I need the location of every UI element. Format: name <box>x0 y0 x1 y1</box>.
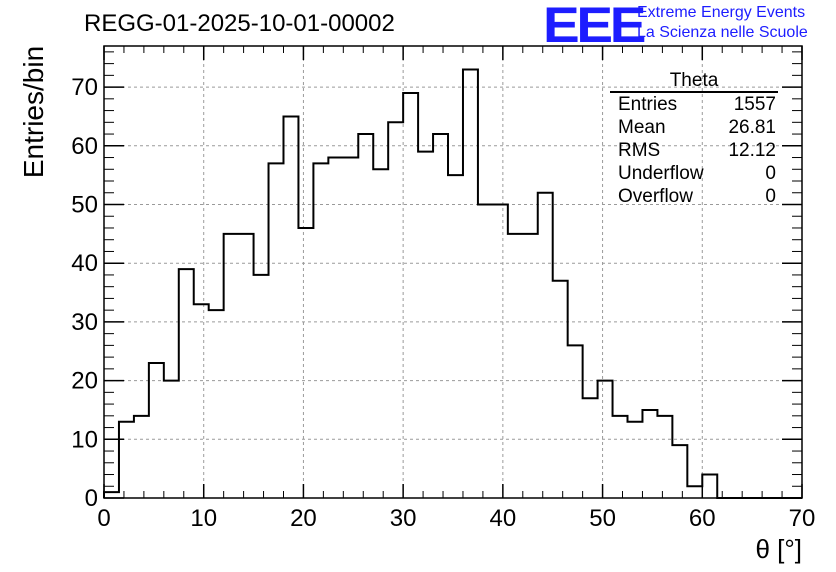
histogram-bin <box>119 422 134 498</box>
stats-label: Overflow <box>618 186 693 207</box>
y-tick-label: 0 <box>85 485 98 512</box>
histogram-bin <box>254 275 269 498</box>
logo-caption-line1: Extreme Energy Events <box>637 4 806 21</box>
histogram-bin <box>478 204 493 498</box>
histogram-bin <box>164 381 179 498</box>
histogram-bin <box>613 416 628 498</box>
y-tick-label: 60 <box>71 133 98 160</box>
histogram-bin <box>598 381 613 498</box>
stats-row-underflow: Underflow 0 <box>610 162 778 185</box>
stats-value: 0 <box>765 186 776 207</box>
stats-value: 12.12 <box>728 140 776 161</box>
stats-label: RMS <box>618 140 661 161</box>
stats-title: Theta <box>610 70 778 93</box>
stats-label: Underflow <box>618 163 704 184</box>
histogram-bin <box>538 193 553 498</box>
y-axis-label: Entries/bin <box>18 45 49 179</box>
x-axis-tick-labels: 0 10 20 30 40 50 60 70 <box>97 505 815 532</box>
histogram-bin <box>523 234 538 498</box>
stats-value: 1557 <box>733 94 776 115</box>
y-tick-label: 10 <box>71 426 98 453</box>
stats-value: 26.81 <box>728 117 776 138</box>
y-tick-label: 40 <box>71 250 98 277</box>
x-tick-label: 10 <box>190 505 217 532</box>
histogram-bin <box>672 445 687 498</box>
stats-box: Theta Entries 1557 Mean 26.81 RMS 12.12 … <box>610 70 778 208</box>
histogram-bin <box>687 486 702 498</box>
histogram-bin <box>463 69 478 498</box>
histogram-bin <box>328 158 343 498</box>
y-tick-label: 70 <box>71 74 98 101</box>
x-tick-label: 60 <box>689 505 716 532</box>
histogram-bin <box>657 416 672 498</box>
histogram-bin <box>269 163 284 498</box>
histogram-bin <box>642 410 657 498</box>
histogram-bin <box>209 310 224 498</box>
x-tick-label: 0 <box>97 505 110 532</box>
x-tick-label: 50 <box>589 505 616 532</box>
histogram-bin <box>583 398 598 498</box>
plot-frame <box>104 46 802 498</box>
histogram-bin <box>149 363 164 498</box>
histogram-bin <box>313 163 328 498</box>
histogram-bin <box>388 122 403 498</box>
logo-caption-line2: La Scienza nelle Scuole <box>637 24 808 41</box>
plot-border <box>103 45 803 499</box>
histogram-bin <box>448 175 463 498</box>
y-tick-label: 30 <box>71 309 98 336</box>
histogram-line <box>103 68 802 499</box>
chart-title: REGG-01-2025-10-01-00002 <box>84 10 395 37</box>
y-tick-label: 20 <box>71 368 98 395</box>
x-axis-ticks <box>103 46 803 498</box>
histogram-bin <box>553 281 568 498</box>
y-axis-ticks <box>104 51 802 499</box>
histogram-bin <box>194 304 209 498</box>
x-axis-label: θ [°] <box>755 534 802 564</box>
histogram-bin <box>403 93 418 498</box>
histogram-bin <box>358 134 373 498</box>
x-tick-label: 30 <box>390 505 417 532</box>
x-tick-label: 70 <box>789 505 816 532</box>
stats-value: 0 <box>765 163 776 184</box>
histogram-bin <box>224 234 239 498</box>
y-tick-label: 50 <box>71 191 98 218</box>
histogram-bin <box>702 475 717 498</box>
histogram-bin <box>283 116 298 498</box>
histogram-bin <box>134 416 149 498</box>
histogram-bin <box>373 169 388 498</box>
histogram-bin <box>179 269 194 498</box>
y-axis-tick-labels: 0 10 20 30 40 50 60 70 <box>71 74 98 512</box>
logo-caption: Extreme Energy Events La Scienza nelle S… <box>637 3 808 43</box>
stats-row-overflow: Overflow 0 <box>610 185 778 208</box>
histogram-bin <box>568 345 583 498</box>
stats-row-mean: Mean 26.81 <box>610 116 778 139</box>
histogram-bin <box>508 234 523 498</box>
stats-row-rms: RMS 12.12 <box>610 139 778 162</box>
stats-label: Entries <box>618 94 678 115</box>
x-tick-label: 20 <box>290 505 317 532</box>
grid <box>104 46 802 498</box>
histogram-bin <box>298 228 313 498</box>
x-tick-label: 40 <box>490 505 517 532</box>
histogram-bin <box>418 152 433 498</box>
histogram-bin <box>239 234 254 498</box>
histogram-bin <box>343 158 358 498</box>
eee-logo: EEE <box>543 0 646 53</box>
histogram-bin <box>493 204 508 498</box>
stats-label: Mean <box>618 117 666 138</box>
stats-row-entries: Entries 1557 <box>610 93 778 116</box>
histogram-bin <box>433 134 448 498</box>
histogram-bin <box>628 422 643 498</box>
